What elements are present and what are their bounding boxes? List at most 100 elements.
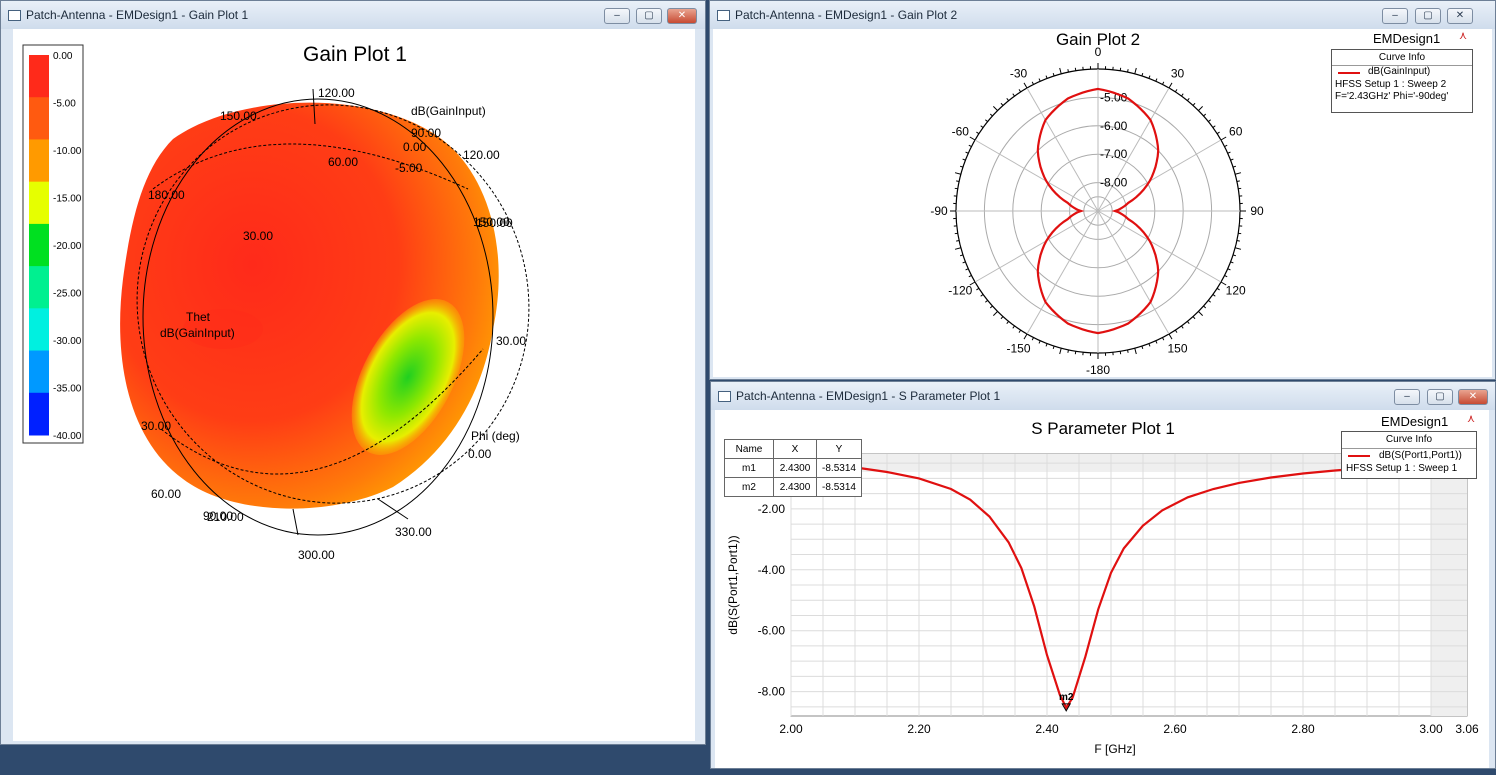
polar-tick (1019, 330, 1021, 333)
polar-tick (963, 262, 966, 263)
colorbar-swatch (29, 351, 49, 394)
curve-info-legend[interactable]: Curve Info dB(GainInput) HFSS Setup 1 : … (1331, 49, 1473, 113)
polar-tick (1225, 275, 1228, 276)
maximize-button[interactable]: ▢ (1415, 8, 1441, 24)
y-tick-label: -2.00 (758, 502, 786, 516)
ring-label: -6.00 (1100, 119, 1128, 133)
colorbar-swatch (29, 224, 49, 267)
curve-setup: HFSS Setup 1 : Sweep 1 (1342, 463, 1476, 474)
angle-label: 60 (1229, 125, 1243, 139)
x-tick-label: 3.06 (1455, 722, 1479, 736)
minimize-button[interactable]: – (1394, 389, 1420, 405)
window-app-icon (8, 10, 21, 21)
window-title: Patch-Antenna - EMDesign1 - Gain Plot 2 (735, 1, 957, 29)
curve-name: dB(S(Port1,Port1)) (1379, 450, 1462, 461)
spoke (975, 211, 1098, 282)
minimize-button[interactable]: – (604, 8, 630, 24)
table-row[interactable]: m1 2.4300 -8.5314 (725, 459, 862, 478)
colorbar-label: -5.00 (53, 99, 76, 110)
polar-tick (966, 152, 969, 153)
close-button[interactable]: ✕ (1458, 389, 1488, 405)
polar-tick (1217, 132, 1220, 134)
polar-tick (1039, 79, 1040, 82)
polar-tick (1032, 82, 1033, 85)
polar-tick (1193, 103, 1195, 105)
polar-tick (1024, 83, 1027, 88)
close-button[interactable]: ✕ (667, 8, 697, 24)
s-parameter-titlebar[interactable]: Patch-Antenna - EMDesign1 - S Parameter … (711, 382, 1495, 410)
y-tick-label: -6.00 (758, 624, 786, 638)
polar-tick (1235, 248, 1241, 250)
marker-x: 2.4300 (774, 478, 817, 497)
polar-ring-labels: -5.00-6.00-7.00-8.00 (1100, 90, 1128, 189)
minimize-button[interactable]: – (1382, 8, 1408, 24)
polar-tick (1149, 344, 1150, 347)
window-title: Patch-Antenna - EMDesign1 - S Parameter … (736, 382, 1000, 410)
colorbar-label: -20.00 (53, 241, 82, 252)
curve-params: F='2.43GHz' Phi='-90deg' (1332, 91, 1472, 103)
polar-tick (1060, 348, 1062, 354)
polar-tick (1068, 69, 1069, 72)
polar-tick (981, 126, 983, 128)
polar-tick (1169, 83, 1172, 88)
marker-table[interactable]: Name X Y m1 2.4300 -8.5314 m2 2.4300 -8.… (724, 439, 862, 497)
spoke (1098, 211, 1221, 282)
colorbar-label: -15.00 (53, 194, 82, 205)
polar-tick (990, 306, 992, 308)
polar-tick (1135, 348, 1137, 354)
polar-tick (1233, 255, 1236, 256)
polar-tick (955, 173, 961, 175)
polar-grid (950, 63, 1246, 359)
table-row[interactable]: m2 2.4300 -8.5314 (725, 478, 862, 497)
plot-title: Gain Plot 1 (303, 43, 407, 66)
gain-plot-2-titlebar[interactable]: Patch-Antenna - EMDesign1 - Gain Plot 2 … (710, 1, 1495, 29)
polar-tick (1231, 262, 1234, 263)
angle-label: 0.00 (403, 140, 427, 154)
curve-info-legend[interactable]: Curve Info dB(S(Port1,Port1)) HFSS Setup… (1341, 431, 1477, 479)
polar-tick (1162, 338, 1163, 341)
x-tick-label: 2.80 (1291, 722, 1315, 736)
gain-plot-1-canvas[interactable]: 0.00-5.00-10.00-15.00-20.00-25.00-30.00-… (13, 29, 695, 741)
polar-tick (969, 145, 972, 146)
polar-tick (955, 248, 961, 250)
polar-tick (1208, 300, 1210, 302)
gain-plot-1-window[interactable]: Patch-Antenna - EMDesign1 - Gain Plot 1 … (0, 0, 706, 745)
polar-tick (1181, 94, 1183, 96)
ansys-logo-icon: ⋏ (1467, 413, 1475, 425)
angle-label: -120 (948, 284, 972, 298)
polar-tick (1046, 76, 1047, 79)
angle-label: 90 (1250, 204, 1264, 218)
marker-table-header: Name X Y (725, 440, 862, 459)
polar-tick (1068, 350, 1069, 353)
curve-info-row: dB(GainInput) (1332, 66, 1472, 79)
polar-tick (1007, 98, 1009, 100)
curve-name: dB(GainInput) (1368, 66, 1430, 77)
colorbar-label: -10.00 (53, 146, 82, 157)
gain-plot-1-titlebar[interactable]: Patch-Antenna - EMDesign1 - Gain Plot 1 … (1, 1, 705, 29)
polar-tick (1013, 326, 1015, 328)
angle-label: 150.00 (473, 215, 510, 229)
polar-tick (1142, 73, 1143, 76)
polar-tick (993, 311, 997, 315)
polar-tick (1149, 76, 1150, 79)
angle-label: 330.00 (395, 525, 432, 539)
close-button[interactable]: ✕ (1447, 8, 1473, 24)
s-parameter-window[interactable]: Patch-Antenna - EMDesign1 - S Parameter … (710, 381, 1496, 769)
angle-label: 120.00 (318, 86, 355, 100)
polar-tick (1032, 338, 1033, 341)
polar-tick (1204, 114, 1206, 116)
curve-info-header: Curve Info (1332, 50, 1472, 66)
angle-label: 60.00 (151, 487, 181, 501)
header-y: Y (817, 440, 862, 459)
maximize-button[interactable]: ▢ (1427, 389, 1453, 405)
maximize-button[interactable]: ▢ (636, 8, 662, 24)
polar-tick (985, 120, 987, 122)
x-tick-label: 3.00 (1419, 722, 1443, 736)
polar-tick (1235, 173, 1241, 175)
x-tick-label: 2.00 (779, 722, 803, 736)
colorbar-label: -25.00 (53, 289, 82, 300)
polar-tick (1175, 89, 1177, 92)
gain-plot-2-window[interactable]: Patch-Antenna - EMDesign1 - Gain Plot 2 … (709, 0, 1496, 380)
